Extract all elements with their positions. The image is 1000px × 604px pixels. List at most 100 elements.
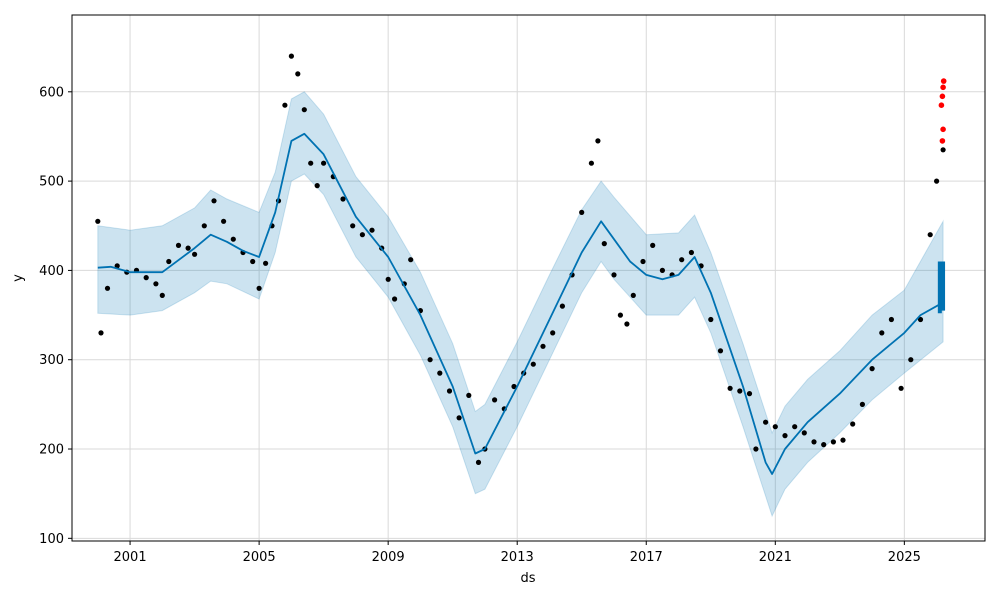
observed-point xyxy=(540,343,546,349)
observed-point xyxy=(437,370,443,376)
observed-point xyxy=(159,292,165,298)
observed-point xyxy=(679,257,685,263)
observed-point xyxy=(295,71,301,77)
observed-point xyxy=(466,392,472,398)
y-tick-label: 500 xyxy=(39,175,64,190)
x-tick-label: 2017 xyxy=(630,550,663,565)
observed-point xyxy=(201,223,207,229)
outlier-points-layer xyxy=(938,78,947,144)
observed-point xyxy=(385,276,391,282)
outlier-point xyxy=(940,126,946,133)
observed-point xyxy=(359,232,365,238)
x-axis-label: ds xyxy=(520,571,535,586)
observed-point xyxy=(350,223,356,229)
x-axis: 2001 2005 2009 2013 2017 2021 2025 xyxy=(114,541,921,565)
y-axis-label: y xyxy=(11,274,26,282)
x-tick-label: 2005 xyxy=(243,550,276,565)
observed-point xyxy=(230,236,236,242)
x-tick-label: 2025 xyxy=(888,550,921,565)
observed-point xyxy=(530,361,536,367)
observed-point xyxy=(850,421,856,427)
observed-point xyxy=(392,296,398,302)
observed-point xyxy=(792,424,798,430)
observed-point xyxy=(492,397,498,403)
observed-point xyxy=(640,258,646,265)
observed-point xyxy=(143,275,149,281)
observed-point xyxy=(263,260,269,266)
y-axis: 100 200 300 400 500 600 xyxy=(39,85,72,547)
observed-point xyxy=(727,385,733,391)
observed-point xyxy=(446,388,453,394)
observed-point xyxy=(153,281,159,287)
observed-point xyxy=(95,218,101,224)
observed-point xyxy=(288,53,294,59)
observed-point xyxy=(282,102,288,108)
observed-point xyxy=(737,388,743,394)
observed-point xyxy=(611,272,617,278)
observed-point xyxy=(801,430,807,436)
observed-point xyxy=(595,138,601,144)
observed-point xyxy=(221,218,227,224)
observed-point xyxy=(104,285,111,291)
observed-point xyxy=(917,316,924,323)
observed-point xyxy=(456,415,462,421)
y-tick-label: 100 xyxy=(39,532,64,547)
observed-point xyxy=(475,459,482,465)
y-tick-label: 300 xyxy=(39,353,64,368)
observed-point xyxy=(908,357,914,363)
y-tick-label: 400 xyxy=(39,264,64,279)
y-tick-label: 200 xyxy=(39,443,64,458)
observed-point xyxy=(427,357,433,363)
observed-point xyxy=(811,439,817,445)
observed-points-layer xyxy=(95,53,946,465)
x-tick-label: 2013 xyxy=(501,550,534,565)
observed-point xyxy=(688,249,695,256)
observed-point xyxy=(821,442,827,448)
observed-point xyxy=(308,160,314,166)
observed-point xyxy=(934,178,940,184)
observed-point xyxy=(772,424,778,430)
observed-point xyxy=(314,183,320,189)
observed-point xyxy=(898,385,904,391)
plot-frame xyxy=(71,14,986,542)
outlier-point xyxy=(939,138,946,144)
observed-point xyxy=(659,267,666,273)
observed-point xyxy=(250,258,256,265)
observed-point xyxy=(211,198,217,204)
outlier-point xyxy=(940,84,946,91)
observed-point xyxy=(98,330,104,336)
observed-point xyxy=(511,383,517,390)
observed-point xyxy=(369,227,375,233)
x-tick-label: 2009 xyxy=(372,550,405,565)
x-tick-label: 2001 xyxy=(114,550,147,565)
observed-point xyxy=(185,245,191,251)
observed-point xyxy=(940,147,946,153)
observed-point xyxy=(624,321,630,327)
observed-point xyxy=(175,242,182,248)
forecast-line xyxy=(97,132,944,475)
observed-point xyxy=(869,366,875,372)
observed-point xyxy=(617,312,624,318)
observed-point xyxy=(746,391,753,397)
observed-point xyxy=(840,437,846,443)
observed-point xyxy=(559,303,566,309)
y-tick-label: 600 xyxy=(39,85,64,100)
observed-point xyxy=(630,292,636,298)
observed-point xyxy=(708,316,714,323)
uncertainty-band-layer xyxy=(97,91,944,518)
outlier-point xyxy=(939,93,946,100)
observed-point xyxy=(927,232,933,238)
outlier-point xyxy=(940,78,947,84)
observed-point xyxy=(588,160,595,166)
observed-point xyxy=(879,330,885,336)
observed-point xyxy=(340,196,346,202)
observed-point xyxy=(166,258,172,265)
observed-point xyxy=(888,316,895,323)
observed-point xyxy=(753,446,759,452)
observed-point xyxy=(550,330,556,336)
observed-point xyxy=(601,241,607,247)
uncertainty-band xyxy=(97,91,944,518)
observed-point xyxy=(650,242,656,248)
